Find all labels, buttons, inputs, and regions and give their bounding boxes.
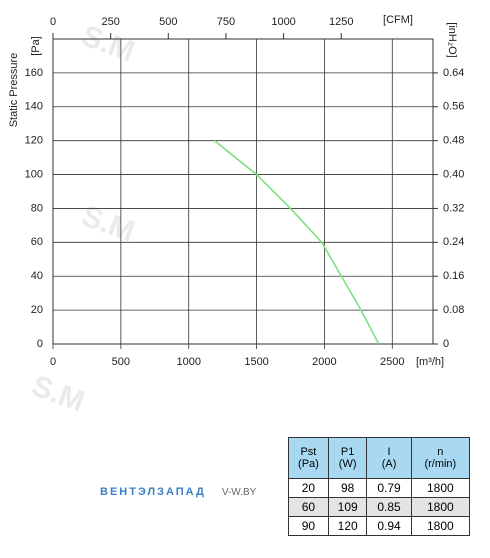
table-cell: 1800	[410, 516, 471, 536]
x2-tick-label: 1000	[271, 16, 295, 28]
table-cell: 20	[288, 478, 329, 498]
x-tick-label: 1000	[176, 356, 200, 368]
header-cell: n (r/min)	[410, 437, 471, 479]
y-tick-label: 20	[31, 304, 43, 316]
header-cell: P1 (W)	[327, 437, 368, 479]
x2-tick-label: 250	[101, 16, 119, 28]
spec-table: Pst (Pa) P1 (W) I (A) n (r/min) 20 98 0.79 180…	[288, 437, 471, 536]
y-tick-label: 60	[31, 236, 43, 248]
table-cell: 90	[288, 516, 329, 536]
y-tick-label: 0	[37, 338, 43, 350]
brand-name: ВЕНТЭЛЗАПАД	[100, 486, 206, 498]
x2-tick-label: 1250	[329, 16, 353, 28]
table-cell: 98	[327, 478, 368, 498]
table-cell: 0.94	[366, 516, 412, 536]
x-unit: [m³/h]	[416, 356, 444, 368]
table-row: 60 109 0.85 1800	[288, 497, 471, 517]
table-row: 90 120 0.94 1800	[288, 516, 471, 536]
y-tick-label: 80	[31, 202, 43, 214]
plot-frame	[52, 38, 434, 345]
x2-tick-label: 500	[159, 16, 177, 28]
header-row: Pst (Pa) P1 (W) I (A) n (r/min)	[288, 437, 471, 479]
y2-tick-label: 0.64	[443, 67, 464, 79]
y-tick-label: 160	[25, 67, 43, 79]
x-tick-label: 2500	[380, 356, 404, 368]
table-cell: 1800	[410, 497, 471, 517]
x-tick-label: 1500	[244, 356, 268, 368]
header-cell: Pst (Pa)	[288, 437, 329, 479]
y2-tick-label: 0.48	[443, 135, 464, 147]
y-tick-label: 100	[25, 168, 43, 180]
y2-tick-label: 0.24	[443, 236, 464, 248]
table-cell: 109	[327, 497, 368, 517]
watermark: S.M	[27, 369, 88, 418]
brand-site: V-W.BY	[221, 487, 257, 498]
x-tick-label: 500	[112, 356, 130, 368]
x-tick-label: 2000	[312, 356, 336, 368]
table-cell: 0.85	[366, 497, 412, 517]
table-cell: 60	[288, 497, 329, 517]
y2-tick-label: 0.08	[443, 304, 464, 316]
y-unit: [Pa]	[30, 36, 42, 56]
table-row: 20 98 0.79 1800	[288, 478, 471, 498]
header-cell: I (A)	[366, 437, 412, 479]
y2-tick-label: 0	[443, 338, 449, 350]
y2-tick-label: 0.32	[443, 202, 464, 214]
y-tick-label: 140	[25, 101, 43, 113]
table-cell: 0.79	[366, 478, 412, 498]
watermark: S.M	[77, 199, 138, 248]
y2-tick-label: 0.40	[443, 168, 464, 180]
chart: S.M S.M S.M Static Pressure [Pa] [inH₂O]…	[8, 14, 465, 419]
y2-unit: [inH₂O]	[446, 22, 458, 57]
table-cell: 1800	[410, 478, 471, 498]
table-cell: 120	[327, 516, 368, 536]
y-axis-label: Static Pressure	[8, 53, 20, 128]
curve	[213, 140, 380, 345]
y-tick-label: 40	[31, 270, 43, 282]
y2-tick-label: 0.56	[443, 101, 464, 113]
x2-tick-label: 0	[50, 16, 56, 28]
x2-unit: [CFM]	[383, 14, 413, 26]
y-tick-label: 120	[25, 135, 43, 147]
table-body: 20 98 0.79 1800 60 109 0.85 1800 90 120 0.94 1800	[288, 478, 471, 536]
x2-tick-label: 750	[217, 16, 235, 28]
brand: ВЕНТЭЛЗАПАД V-W.BY	[100, 486, 256, 498]
x-tick-label: 0	[50, 356, 56, 368]
y2-tick-label: 0.16	[443, 270, 464, 282]
